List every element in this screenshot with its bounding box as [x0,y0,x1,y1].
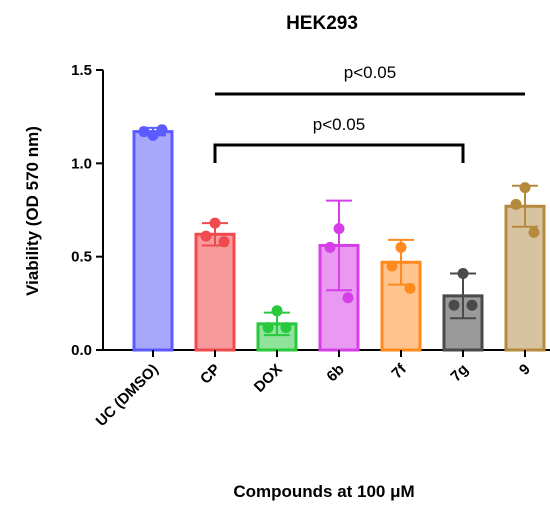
data-point [138,126,150,138]
significance-label: p<0.05 [344,63,396,82]
y-tick-label: 1.0 [71,155,92,172]
x-axis-label: Compounds at 100 μM [233,482,414,501]
data-point [271,305,283,317]
data-point [386,260,398,272]
x-tick-label: 7g [447,361,471,385]
y-tick-label: 1.5 [71,62,92,79]
significance-label: p<0.05 [313,115,365,134]
data-point [448,299,460,311]
x-tick-label: DOX [251,361,286,396]
bar [132,130,174,352]
y-tick-label: 0.0 [71,342,92,359]
data-point [218,236,230,248]
y-tick-label: 0.5 [71,249,92,266]
y-axis-label: Viability (OD 570 nm) [23,126,42,296]
plot-area: 0.0 0.5 1.0 1.5 UC (DMSO) CP DOX 6b 7f 7g 9 p<0.05 p… [71,62,550,430]
x-tick-label: 6b [323,361,347,385]
x-tick-label: 9 [516,361,534,379]
data-point [209,217,221,229]
data-point [147,129,159,141]
data-point [457,267,469,279]
data-point [200,230,212,242]
chart-title: HEK293 [286,13,358,34]
data-point [156,124,168,136]
data-point [528,226,540,238]
data-point [262,322,274,334]
data-point [395,241,407,253]
data-point [333,223,345,235]
x-tick-label: CP [197,361,224,388]
data-point [404,282,416,294]
data-point [342,292,354,304]
bar [194,232,236,352]
x-tick-label: UC (DMSO) [93,361,162,430]
x-tick-label: 7f [388,360,410,382]
data-point [466,299,478,311]
significance-bracket [213,143,465,163]
data-point [324,241,336,253]
data-point [519,182,531,194]
bar [504,204,546,352]
data-point [510,198,522,210]
data-point [280,322,292,334]
